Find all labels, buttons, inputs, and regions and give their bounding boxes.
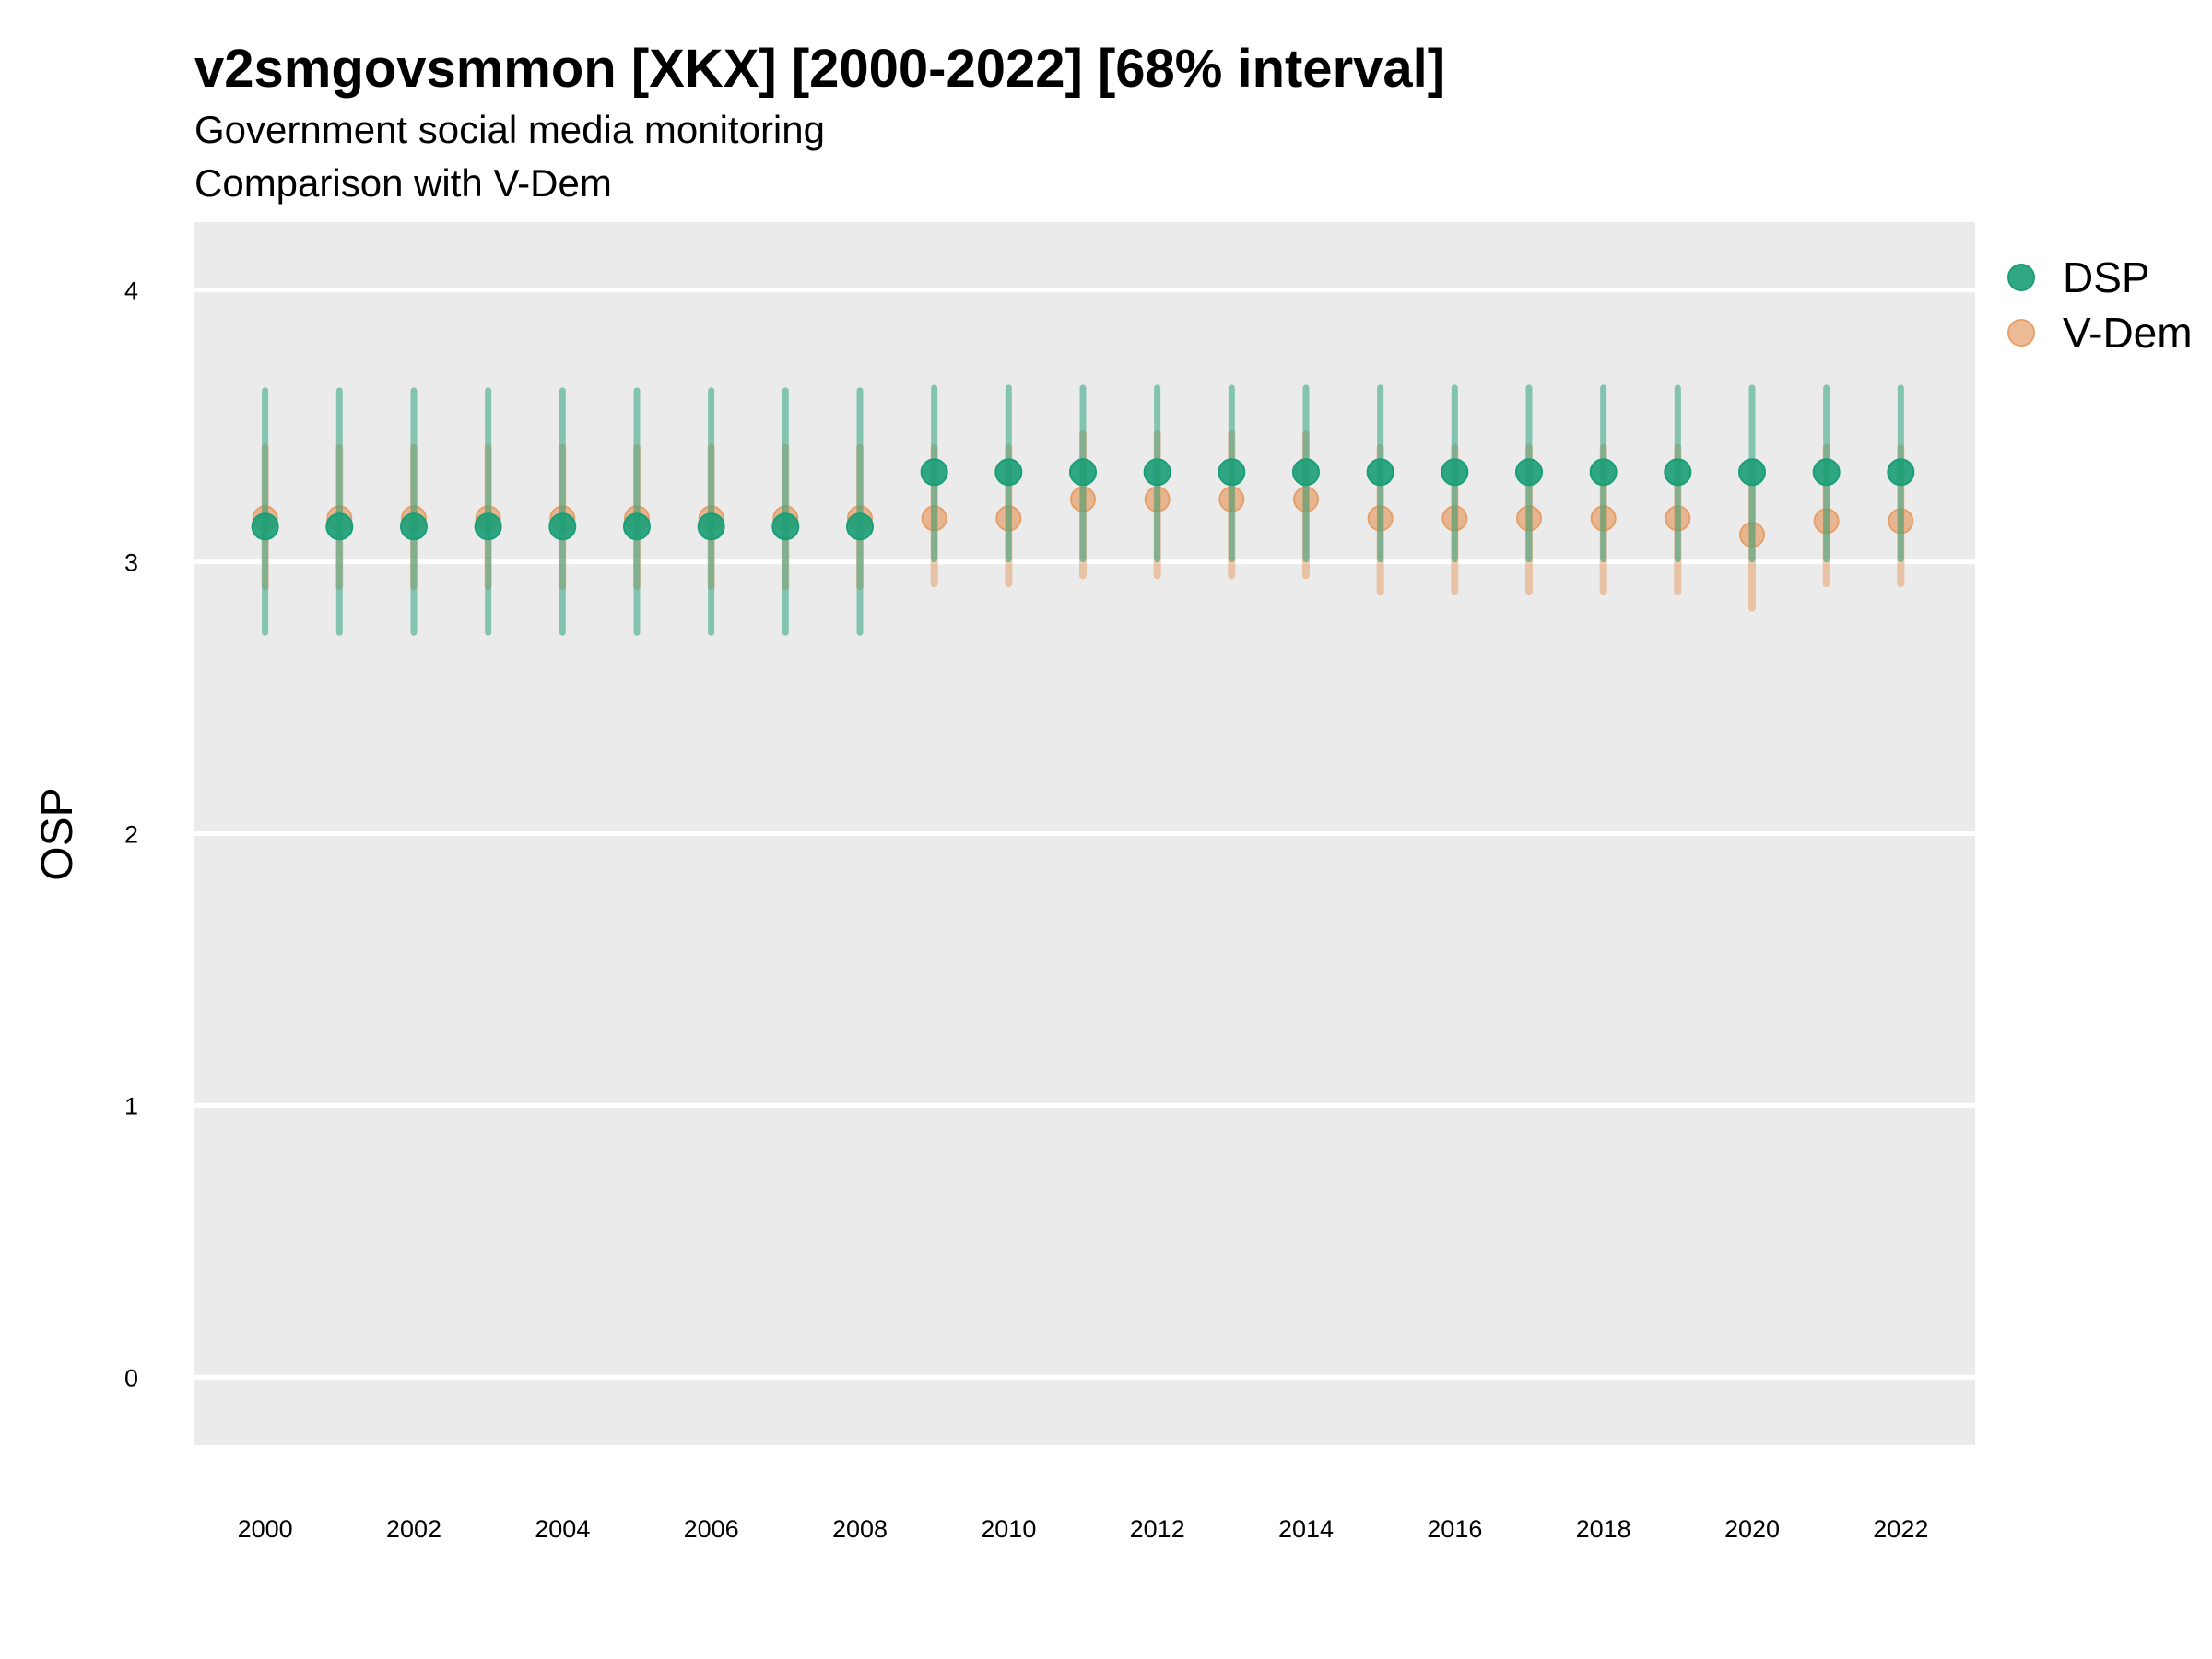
series-layer [251,384,1915,636]
x-tick-label-2022: 2022 [1873,1515,1928,1543]
dsp-point-2018 [1589,458,1618,487]
dsp-point-2009 [920,458,948,487]
x-tick-label-2018: 2018 [1576,1515,1631,1543]
y-tick-label-3: 3 [124,549,138,577]
dsp-point-2007 [771,512,800,541]
x-tick-label-2002: 2002 [386,1515,441,1543]
dsp-point-2014 [1291,458,1320,487]
legend-label-dsp: DSP [2063,253,2150,301]
y-axis-ticks: 0 1 2 3 4 [124,277,138,1393]
x-tick-label-2006: 2006 [684,1515,739,1543]
x-tick-label-2004: 2004 [535,1515,590,1543]
y-tick-label-4: 4 [124,277,138,305]
dsp-point-2012 [1143,458,1171,487]
dsp-point-2005 [622,512,651,541]
legend-key-v-dem [2007,319,2035,347]
x-tick-label-2008: 2008 [832,1515,888,1543]
x-tick-label-2016: 2016 [1427,1515,1482,1543]
dsp-point-2020 [1737,458,1766,487]
x-tick-label-2010: 2010 [981,1515,1036,1543]
dsp-point-2003 [474,512,502,541]
y-tick-label-0: 0 [124,1364,138,1392]
dsp-point-2017 [1514,458,1543,487]
dsp-point-2021 [1812,458,1841,487]
y-axis-label: OSP [33,787,82,880]
legend-key-dsp [2007,264,2035,291]
chart-subtitle-line-2: Comparison with V-Dem [194,161,612,205]
chart-subtitle-line-1: Government social media monitoring [194,108,825,151]
dsp-point-2013 [1218,458,1246,487]
dsp-point-2015 [1366,458,1394,487]
dsp-point-2010 [994,458,1023,487]
y-tick-label-1: 1 [124,1092,138,1120]
x-tick-label-2014: 2014 [1278,1515,1334,1543]
x-tick-label-2020: 2020 [1724,1515,1780,1543]
x-axis-ticks: 2000 2002 2004 2006 2008 2010 2012 2014 2016 2018… [238,1515,1929,1543]
y-tick-label-2: 2 [124,821,138,849]
dsp-point-2016 [1441,458,1469,487]
series-dsp [251,384,1915,636]
dsp-point-2008 [845,512,874,541]
dsp-point-2001 [325,512,354,541]
dsp-point-2022 [1887,458,1915,487]
legend-label-v-dem: V-Dem [2063,309,2193,357]
dsp-point-2019 [1664,458,1692,487]
dsp-point-2006 [697,512,725,541]
x-tick-label-2000: 2000 [238,1515,293,1543]
x-tick-label-2012: 2012 [1130,1515,1185,1543]
dsp-point-2002 [399,512,428,541]
dsp-point-2004 [548,512,577,541]
chart-title: v2smgovsmmon [XKX] [2000-2022] [68% inte… [194,39,1445,99]
legend: DSP V-Dem [2007,253,2193,357]
dsp-point-2011 [1068,458,1097,487]
dsp-point-2000 [251,512,279,541]
